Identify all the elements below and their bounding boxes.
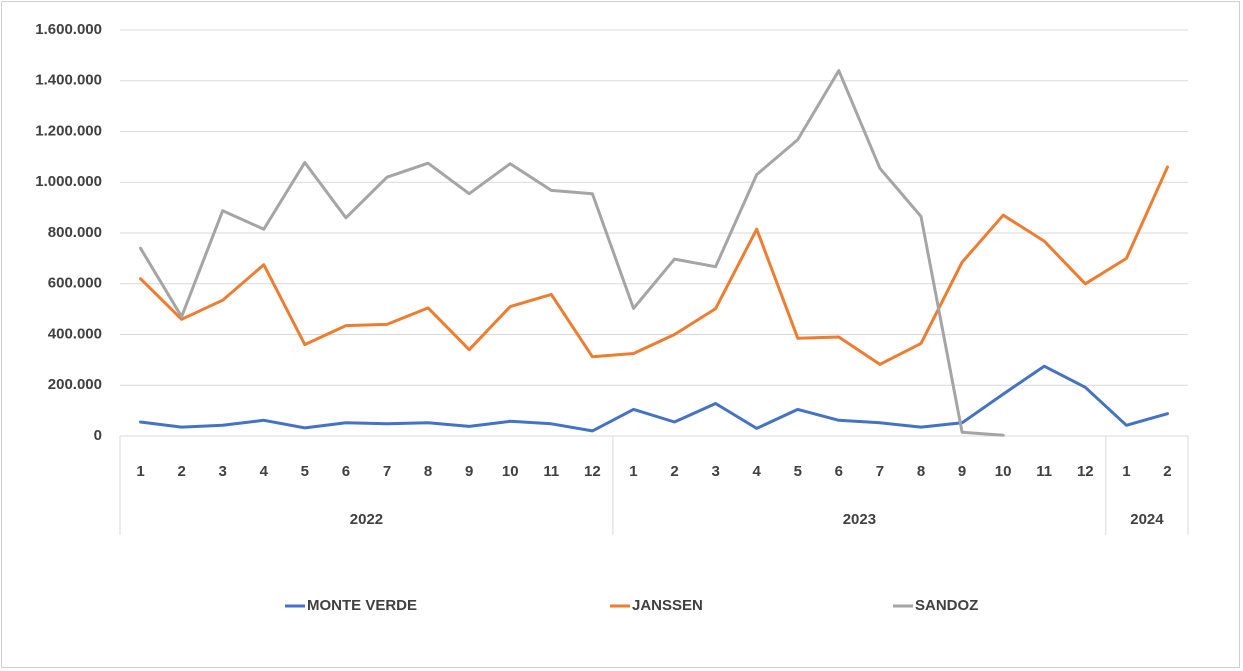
x-tick-label: 11 [1036,463,1052,480]
legend-label: SANDOZ [915,597,978,614]
x-tick-label: 8 [917,463,925,480]
x-tick-label: 8 [424,463,432,480]
x-tick-label: 1 [1122,463,1130,480]
x-tick-label: 5 [301,463,309,480]
x-tick-label: 5 [794,463,802,480]
x-tick-label: 2 [1163,463,1171,480]
y-tick-label: 600.000 [48,275,102,292]
x-tick-label: 3 [711,463,719,480]
x-tick-label: 11 [543,463,559,480]
y-tick-label: 0 [94,427,102,444]
x-group-label: 2023 [843,511,876,528]
legend-label: MONTE VERDE [307,597,417,614]
x-tick-label: 2 [177,463,185,480]
y-tick-label: 200.000 [48,376,102,393]
y-tick-label: 1.200.000 [35,122,102,139]
y-tick-label: 400.000 [48,325,102,342]
x-tick-label: 3 [219,463,227,480]
y-tick-label: 800.000 [48,224,102,241]
x-tick-label: 6 [342,463,350,480]
x-tick-label: 9 [958,463,966,480]
series-line [139,165,1169,366]
y-tick-label: 1.000.000 [35,173,102,190]
legend-label: JANSSEN [632,597,703,614]
x-tick-label: 6 [835,463,843,480]
x-tick-label: 2 [670,463,678,480]
series-line [139,69,1005,437]
x-tick-label: 4 [753,463,762,480]
x-tick-label: 7 [876,463,884,480]
x-tick-label: 9 [465,463,473,480]
x-tick-label: 12 [1077,463,1094,480]
y-tick-label: 1.400.000 [35,72,102,89]
x-tick-label: 4 [260,463,269,480]
x-group-label: 2022 [350,511,383,528]
series-line [139,364,1169,433]
x-group-label: 2024 [1130,511,1164,528]
y-tick-label: 1.600.000 [35,21,102,38]
x-tick-label: 1 [136,463,144,480]
x-tick-label: 10 [502,463,519,480]
x-tick-label: 1 [629,463,637,480]
x-tick-label: 12 [584,463,601,480]
x-tick-label: 7 [383,463,391,480]
x-tick-label: 10 [995,463,1012,480]
